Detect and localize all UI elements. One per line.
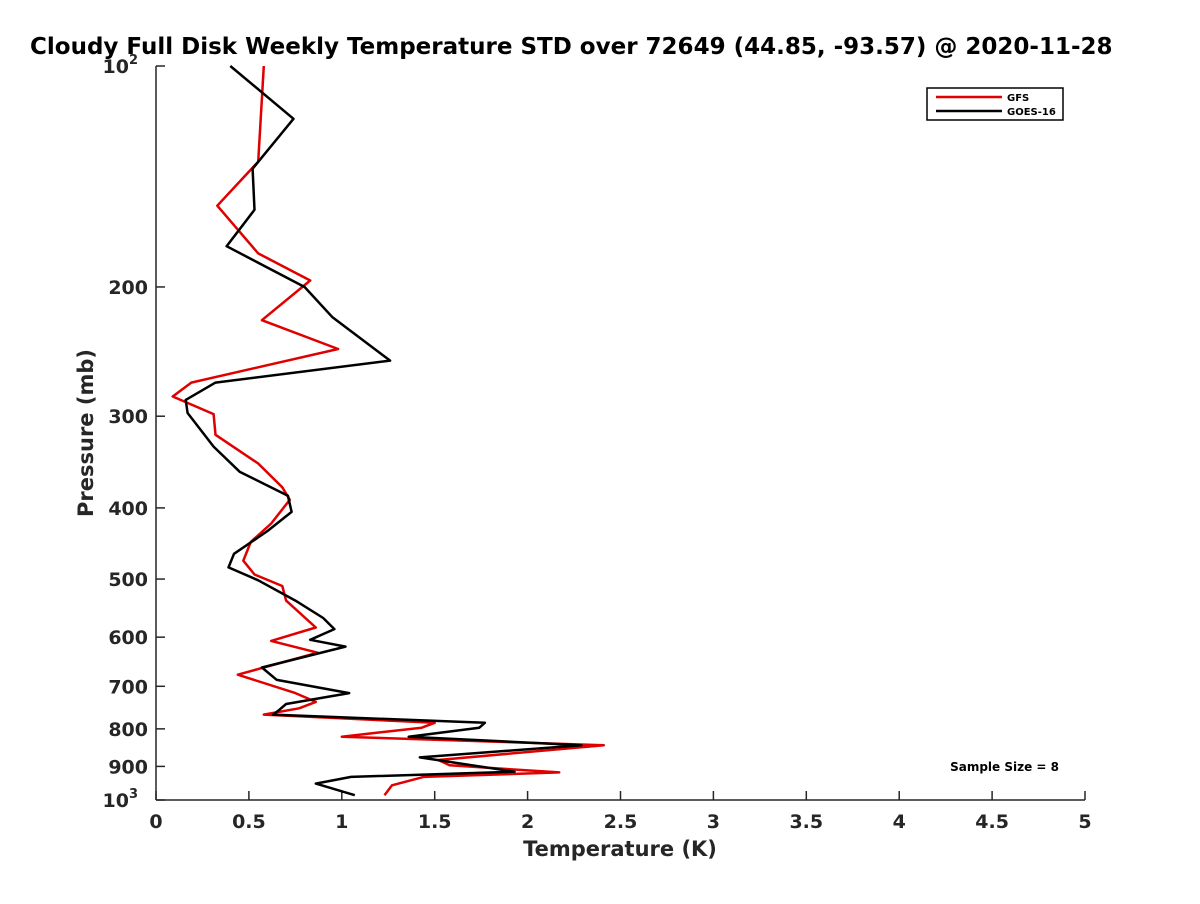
y-tick-label-base: 500 bbox=[108, 569, 148, 591]
legend-label: GOES-16 bbox=[1007, 107, 1056, 118]
series-layer bbox=[171, 65, 606, 797]
sample-size-annotation: Sample Size = 8 bbox=[950, 760, 1059, 774]
y-tick-label: 500 bbox=[108, 569, 148, 591]
legend: GFS GOES-16 bbox=[926, 87, 1064, 121]
x-tick-label: 2.5 bbox=[604, 811, 638, 833]
y-tick-label-base: 800 bbox=[108, 719, 148, 741]
y-tick-label: 400 bbox=[108, 498, 148, 520]
legend-label: GFS bbox=[1007, 93, 1029, 104]
y-tick-label: 600 bbox=[108, 627, 148, 649]
y-tick-label-base: 10 bbox=[103, 56, 129, 78]
y-tick-label-base: 900 bbox=[108, 756, 148, 778]
x-tick-label: 5 bbox=[1078, 811, 1091, 833]
axes: 0 0.5 1 1.5 2 2.5 3 3.5 4 4.5 51022003004005006007… bbox=[103, 53, 1092, 833]
x-axis-label: Temperature (K) bbox=[523, 837, 717, 861]
y-tick-label: 102 bbox=[103, 53, 139, 78]
x-tick-label: 1 bbox=[335, 811, 348, 833]
y-tick-label-exponent: 2 bbox=[129, 53, 138, 68]
y-tick-label: 900 bbox=[108, 756, 148, 778]
y-tick-label-exponent: 3 bbox=[129, 787, 138, 802]
y-tick-label-base: 600 bbox=[108, 627, 148, 649]
y-tick-label: 700 bbox=[108, 676, 148, 698]
legend-box bbox=[926, 87, 1064, 121]
y-tick-label-base: 400 bbox=[108, 498, 148, 520]
x-tick-label: 4 bbox=[893, 811, 906, 833]
x-tick-label: 1.5 bbox=[418, 811, 452, 833]
y-tick-label: 800 bbox=[108, 719, 148, 741]
y-tick-label-base: 700 bbox=[108, 676, 148, 698]
title-mask bbox=[0, 62, 1200, 802]
x-tick-label: 2 bbox=[521, 811, 534, 833]
series-line-goes-16 bbox=[184, 65, 583, 797]
y-tick-label-base: 300 bbox=[108, 406, 148, 428]
y-tick-label-base: 10 bbox=[103, 790, 129, 812]
x-tick-label: 3.5 bbox=[789, 811, 823, 833]
x-tick-label: 4.5 bbox=[975, 811, 1009, 833]
x-tick-label: 0.5 bbox=[232, 811, 266, 833]
y-tick-label: 200 bbox=[108, 277, 148, 299]
y-tick-label: 103 bbox=[103, 787, 139, 812]
x-tick-label: 0 bbox=[149, 811, 162, 833]
y-tick-label: 300 bbox=[108, 406, 148, 428]
chart-title: Cloudy Full Disk Weekly Temperature STD … bbox=[30, 34, 1113, 60]
x-tick-label: 3 bbox=[707, 811, 720, 833]
y-axis-label: Pressure (mb) bbox=[74, 349, 98, 517]
y-tick-label-base: 200 bbox=[108, 277, 148, 299]
